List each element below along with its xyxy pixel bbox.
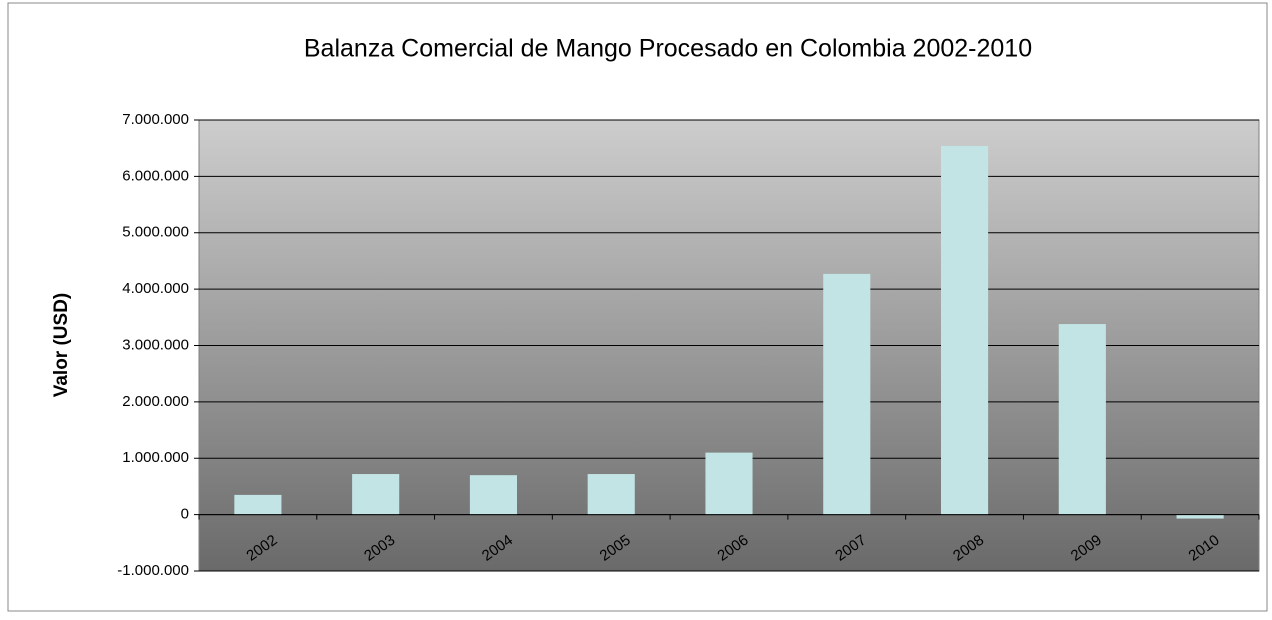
y-tick-label: 3.000.000 [122, 336, 189, 353]
y-tick-label: 0 [181, 506, 189, 523]
bar [234, 494, 282, 515]
bar [469, 475, 517, 515]
bar [1058, 324, 1106, 515]
y-axis-title: Valor (USD) [51, 293, 72, 398]
y-tick-label: 4.000.000 [122, 280, 189, 297]
bar [352, 474, 400, 515]
chart-title: Balanza Comercial de Mango Procesado en … [304, 35, 1032, 63]
bar [705, 452, 753, 515]
y-tick-label: -1.000.000 [117, 562, 189, 579]
y-tick-label: 7.000.000 [122, 111, 189, 128]
bar [1176, 514, 1224, 519]
bar [587, 474, 635, 515]
y-tick-label: 2.000.000 [122, 393, 189, 410]
y-tick-label: 1.000.000 [122, 449, 189, 466]
bar [941, 145, 989, 515]
y-tick-label: 5.000.000 [122, 224, 189, 241]
bar [823, 273, 871, 515]
y-tick-label: 6.000.000 [122, 167, 189, 184]
